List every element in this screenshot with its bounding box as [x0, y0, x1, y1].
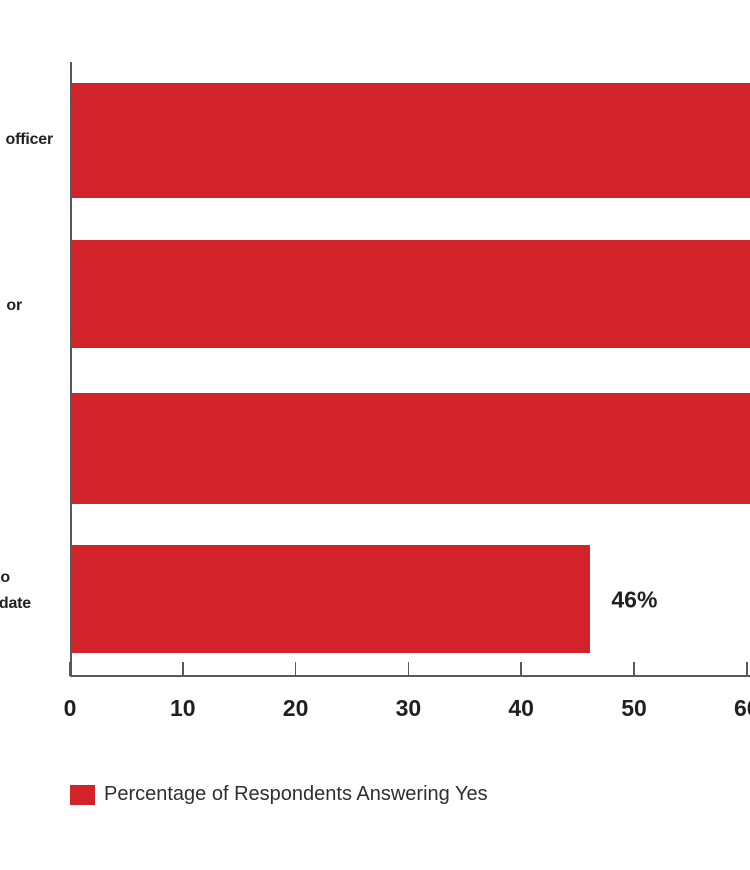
bar: [71, 545, 591, 653]
x-tick: [746, 662, 748, 676]
bar: [71, 240, 750, 348]
x-tick-label: 60: [734, 695, 750, 721]
x-tick: [294, 662, 297, 676]
x-tick: [182, 662, 184, 676]
bar: [71, 83, 750, 198]
bar-value-label: 46%: [611, 586, 658, 613]
x-tick-label: 0: [63, 695, 77, 721]
x-tick-label: 50: [621, 695, 647, 721]
x-tick-label: 40: [508, 695, 534, 721]
x-tick-label: 10: [170, 695, 196, 721]
bar-category-label-fragment: or: [6, 297, 22, 314]
legend: Percentage of Respondents Answering Yes: [70, 783, 488, 806]
x-tick: [520, 662, 522, 676]
bar-category-label-fragment: date: [0, 595, 31, 612]
bar: [71, 393, 750, 504]
x-tick-label: 20: [282, 695, 309, 721]
x-tick: [407, 662, 410, 676]
legend-label: Percentage of Respondents Answering Yes: [104, 783, 488, 805]
x-axis-line: [70, 675, 750, 677]
bar-category-label-fragment: o: [0, 569, 10, 586]
x-tick: [633, 662, 635, 676]
y-axis-line: [70, 62, 72, 676]
legend-swatch: [70, 784, 95, 805]
bar-category-label-fragment: officer: [5, 131, 54, 148]
x-tick-label: 30: [395, 695, 422, 721]
x-tick: [69, 662, 71, 676]
